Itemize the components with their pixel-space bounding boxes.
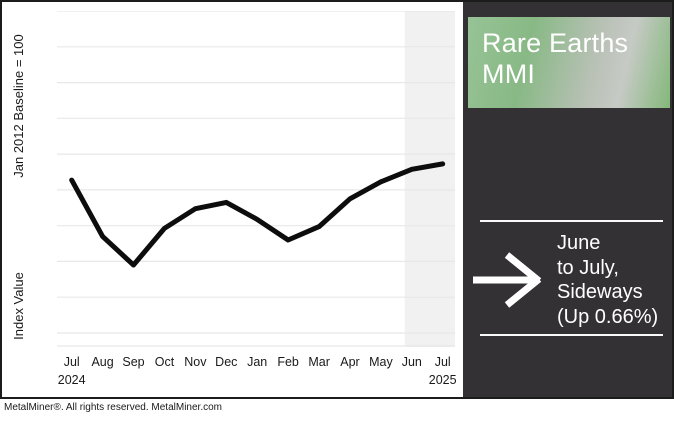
trend-line-2: to July, bbox=[557, 256, 619, 279]
y-axis-label-baseline: Jan 2012 Baseline = 100 bbox=[11, 34, 26, 178]
gridlines bbox=[57, 11, 455, 347]
arrow-right-icon bbox=[473, 252, 542, 308]
plot-area bbox=[57, 11, 455, 347]
x-tick-label: Mar bbox=[308, 355, 330, 369]
x-year-label: 2025 bbox=[428, 373, 457, 387]
copyright-footer: MetalMiner®. All rights reserved. MetalM… bbox=[4, 402, 222, 413]
chart-frame: Jan 2012 Baseline = 100 Index Value Jul A… bbox=[0, 0, 674, 399]
divider-line-bottom bbox=[480, 334, 663, 336]
trend-line-3: Sideways bbox=[557, 281, 643, 303]
x-tick-label: Apr bbox=[340, 355, 360, 369]
x-tick-label: Aug bbox=[91, 355, 114, 369]
panel-title: Rare Earths MMI bbox=[468, 17, 670, 90]
x-tick-label: Jul bbox=[63, 355, 80, 369]
mmi-series-line bbox=[69, 161, 446, 268]
divider-line-top bbox=[480, 220, 663, 222]
x-tick-label: Dec bbox=[215, 355, 238, 369]
x-tick-label: Jun bbox=[401, 355, 422, 369]
panel-title-line1: Rare Earths bbox=[482, 28, 629, 58]
y-axis-label-index-value: Index Value bbox=[11, 272, 26, 340]
trend-line-1: June bbox=[557, 232, 601, 254]
x-tick-label: Jul bbox=[434, 355, 451, 369]
panel-header: Rare Earths MMI bbox=[468, 17, 670, 108]
x-tick-label: Oct bbox=[154, 355, 175, 369]
x-tick-label: Feb bbox=[277, 355, 299, 369]
x-tick-label: Sep bbox=[122, 355, 145, 369]
summary-panel: Rare Earths MMI June to July, Sideways (… bbox=[463, 2, 672, 397]
trend-line-4: (Up 0.66%) bbox=[557, 305, 659, 328]
x-year-label: 2024 bbox=[57, 373, 86, 387]
mmi-line-chart: Jan 2012 Baseline = 100 Index Value Jul A… bbox=[2, 2, 461, 397]
trend-summary-text: June to July, Sideways (Up 0.66%) bbox=[557, 231, 658, 329]
x-tick-label: May bbox=[369, 355, 393, 369]
panel-title-line2: MMI bbox=[482, 59, 536, 89]
x-tick-label: Nov bbox=[184, 355, 207, 369]
recent-months-highlight-band bbox=[404, 11, 455, 347]
x-tick-label: Jan bbox=[247, 355, 268, 369]
